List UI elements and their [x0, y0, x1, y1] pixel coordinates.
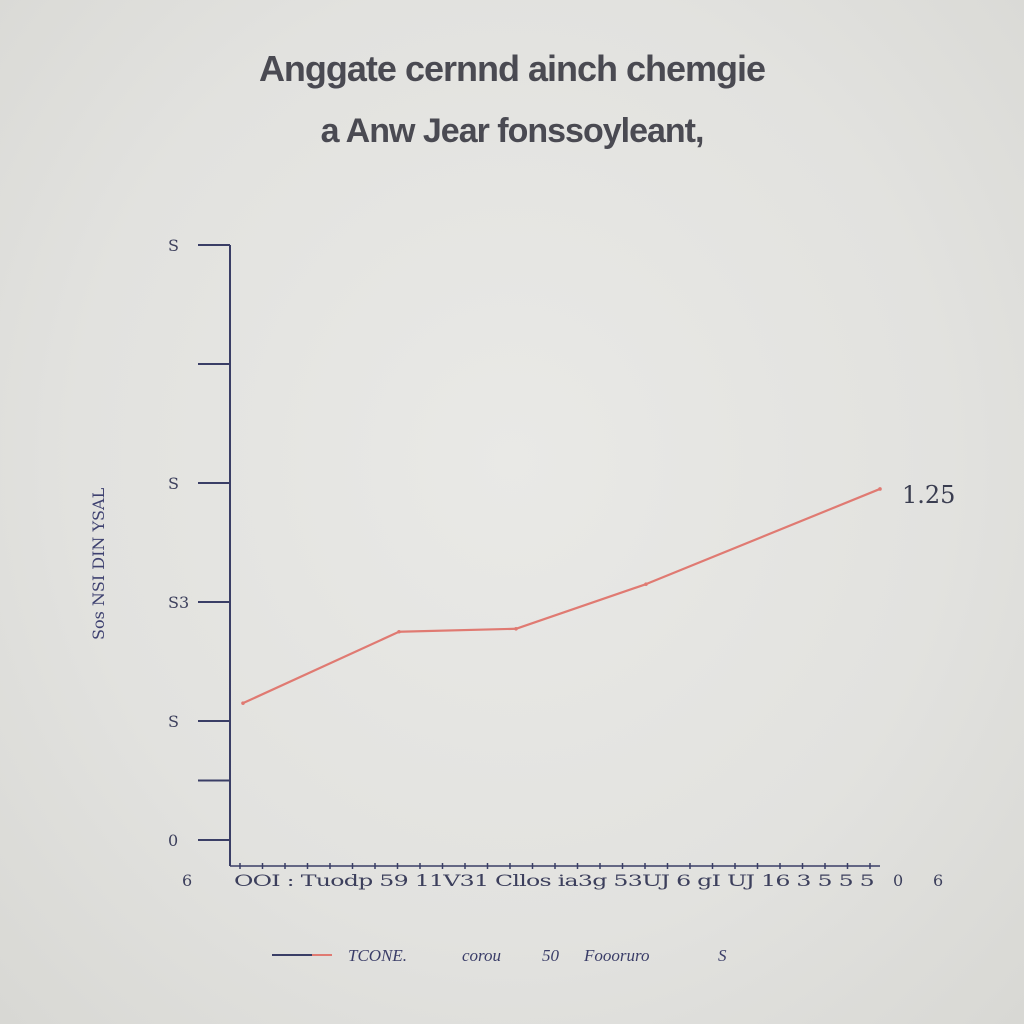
chart-subtitle: a Anw Jear fonssoyleant, [320, 112, 705, 150]
legend-entry: corou [462, 946, 501, 965]
y-tick-label: 0 [168, 831, 178, 850]
series-point [644, 582, 648, 586]
legend-entry: TCONE. [348, 946, 407, 965]
x-axis-tick-labels: OOI : Tuodp 59 11V31 Cllos ia3g 53UJ 6 g… [234, 871, 874, 890]
x-axis-ticks [239, 863, 871, 869]
series-group [241, 487, 882, 705]
x-tick-label-end-b: 6 [933, 871, 943, 890]
y-tick-label: S3 [168, 593, 189, 612]
series-end-label: 1.25 [902, 481, 955, 509]
y-tick-label: S [168, 236, 179, 255]
y-axis-ticks: S S S3 S 0 [168, 236, 230, 850]
y-tick-label: S [168, 474, 179, 493]
x-tick-label-origin: 6 [182, 871, 192, 890]
legend: TCONE. corou 50 Foooruro S [272, 946, 727, 965]
series-line [241, 487, 882, 705]
y-axis-label: Sos NSI DIN YSAL [89, 487, 108, 640]
y-tick-label: S [168, 712, 179, 731]
series-point [514, 626, 518, 631]
legend-entry: Foooruro [583, 946, 650, 965]
chart-title: Anggate cernnd ainch chemgie [258, 48, 766, 89]
legend-entry: S [718, 946, 727, 965]
series-point [878, 487, 882, 491]
series-point [397, 629, 401, 634]
legend-entry: 50 [542, 946, 560, 965]
x-tick-label-end-a: 0 [893, 871, 903, 890]
series-point [241, 701, 245, 705]
